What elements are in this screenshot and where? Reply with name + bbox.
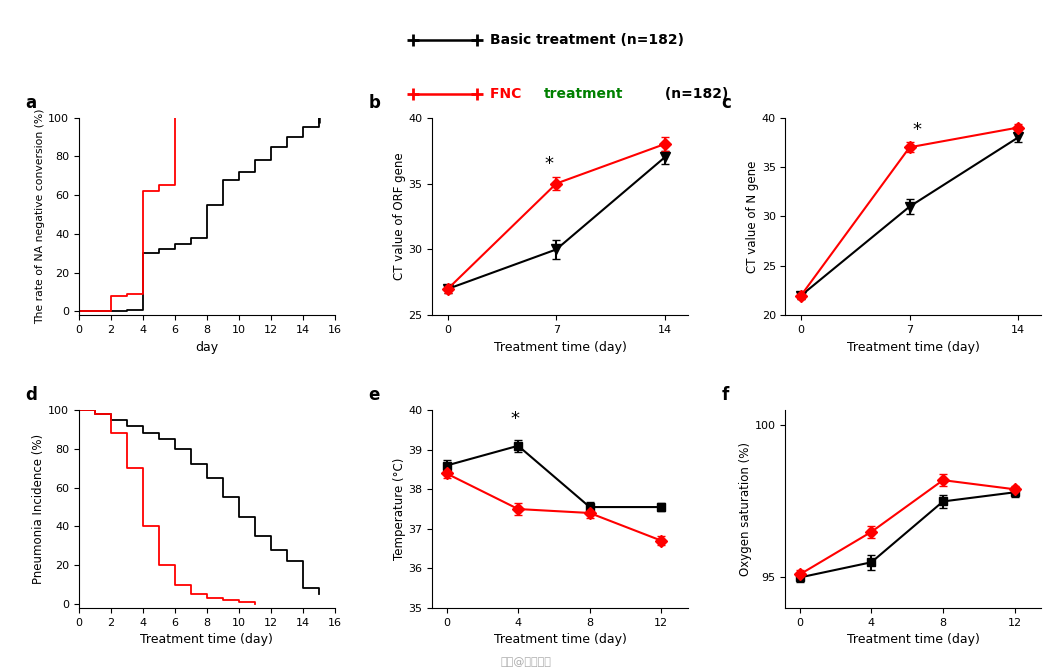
Text: (n=182): (n=182): [660, 87, 728, 101]
Text: *: *: [913, 122, 922, 140]
X-axis label: day: day: [196, 341, 219, 353]
Text: d: d: [25, 386, 37, 404]
Text: b: b: [368, 94, 380, 112]
Text: treatment: treatment: [544, 87, 624, 101]
Y-axis label: Oxygen saturation (%): Oxygen saturation (%): [739, 442, 752, 576]
X-axis label: Treatment time (day): Treatment time (day): [141, 633, 274, 646]
Text: *: *: [544, 155, 553, 173]
Text: c: c: [722, 94, 731, 112]
Text: 头条@细胞宝库: 头条@细胞宝库: [501, 657, 551, 667]
Y-axis label: CT value of N gene: CT value of N gene: [746, 160, 758, 273]
Text: FNC: FNC: [489, 87, 526, 101]
Y-axis label: CT value of ORF gene: CT value of ORF gene: [392, 153, 406, 281]
X-axis label: Treatment time (day): Treatment time (day): [847, 633, 979, 646]
X-axis label: Treatment time (day): Treatment time (day): [493, 633, 627, 646]
Text: *: *: [510, 410, 519, 428]
Text: a: a: [25, 94, 36, 112]
Text: e: e: [368, 386, 380, 404]
Y-axis label: The rate of NA negative conversion (%): The rate of NA negative conversion (%): [36, 109, 45, 324]
Text: Basic treatment (n=182): Basic treatment (n=182): [489, 33, 684, 47]
Text: f: f: [722, 386, 729, 404]
Y-axis label: Temperature (°C): Temperature (°C): [392, 458, 406, 560]
Y-axis label: Pneumonia Incidence (%): Pneumonia Incidence (%): [33, 434, 45, 584]
X-axis label: Treatment time (day): Treatment time (day): [847, 341, 979, 353]
X-axis label: Treatment time (day): Treatment time (day): [493, 341, 627, 353]
